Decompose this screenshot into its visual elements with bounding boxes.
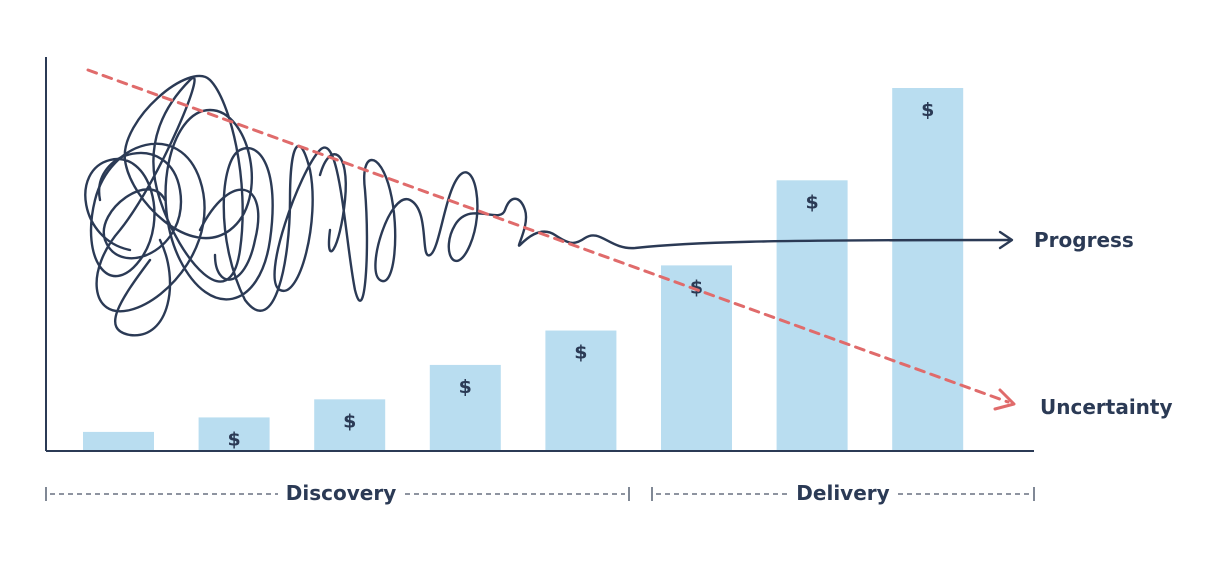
progress-scribble <box>84 74 1012 313</box>
cost-bar <box>661 265 732 450</box>
cost-bar <box>429 364 501 450</box>
progress-line <box>84 74 1014 337</box>
progress-arrowhead <box>998 230 1014 250</box>
phase-discovery: Discovery <box>45 481 630 505</box>
uncertainty-dashed-line <box>86 68 1010 404</box>
cost-bar <box>198 417 270 450</box>
uncertainty-line <box>86 68 1016 411</box>
dollar-sign-label: $ <box>574 342 587 364</box>
dollar-sign-label: $ <box>343 410 356 432</box>
cost-bar <box>545 330 617 450</box>
discovery-label: Discovery <box>286 481 396 505</box>
progress-label: Progress <box>1034 228 1134 252</box>
delivery-label: Delivery <box>796 481 889 505</box>
progress-scribble-loop-b <box>113 238 172 337</box>
cost-bar <box>776 180 848 450</box>
cost-bar <box>83 431 154 450</box>
dollar-sign-label: $ <box>921 99 934 121</box>
dollar-sign-label: $ <box>227 428 240 450</box>
progress-scribble-loop-a <box>97 151 183 260</box>
cost-bars: $ $ $ $ $ $ $ <box>83 88 964 450</box>
dollar-sign-label: $ <box>805 191 818 213</box>
cost-bar <box>892 88 964 450</box>
progress-scribble-loop-d <box>318 153 347 253</box>
dollar-sign-label: $ <box>459 376 472 398</box>
phase-delivery: Delivery <box>651 481 1035 505</box>
uncertainty-label: Uncertainty <box>1040 395 1173 419</box>
cost-bar <box>314 399 386 450</box>
dollar-sign-label: $ <box>690 276 703 298</box>
progress-scribble-loop-c <box>198 188 260 281</box>
uncertainty-arrowhead <box>993 388 1016 411</box>
